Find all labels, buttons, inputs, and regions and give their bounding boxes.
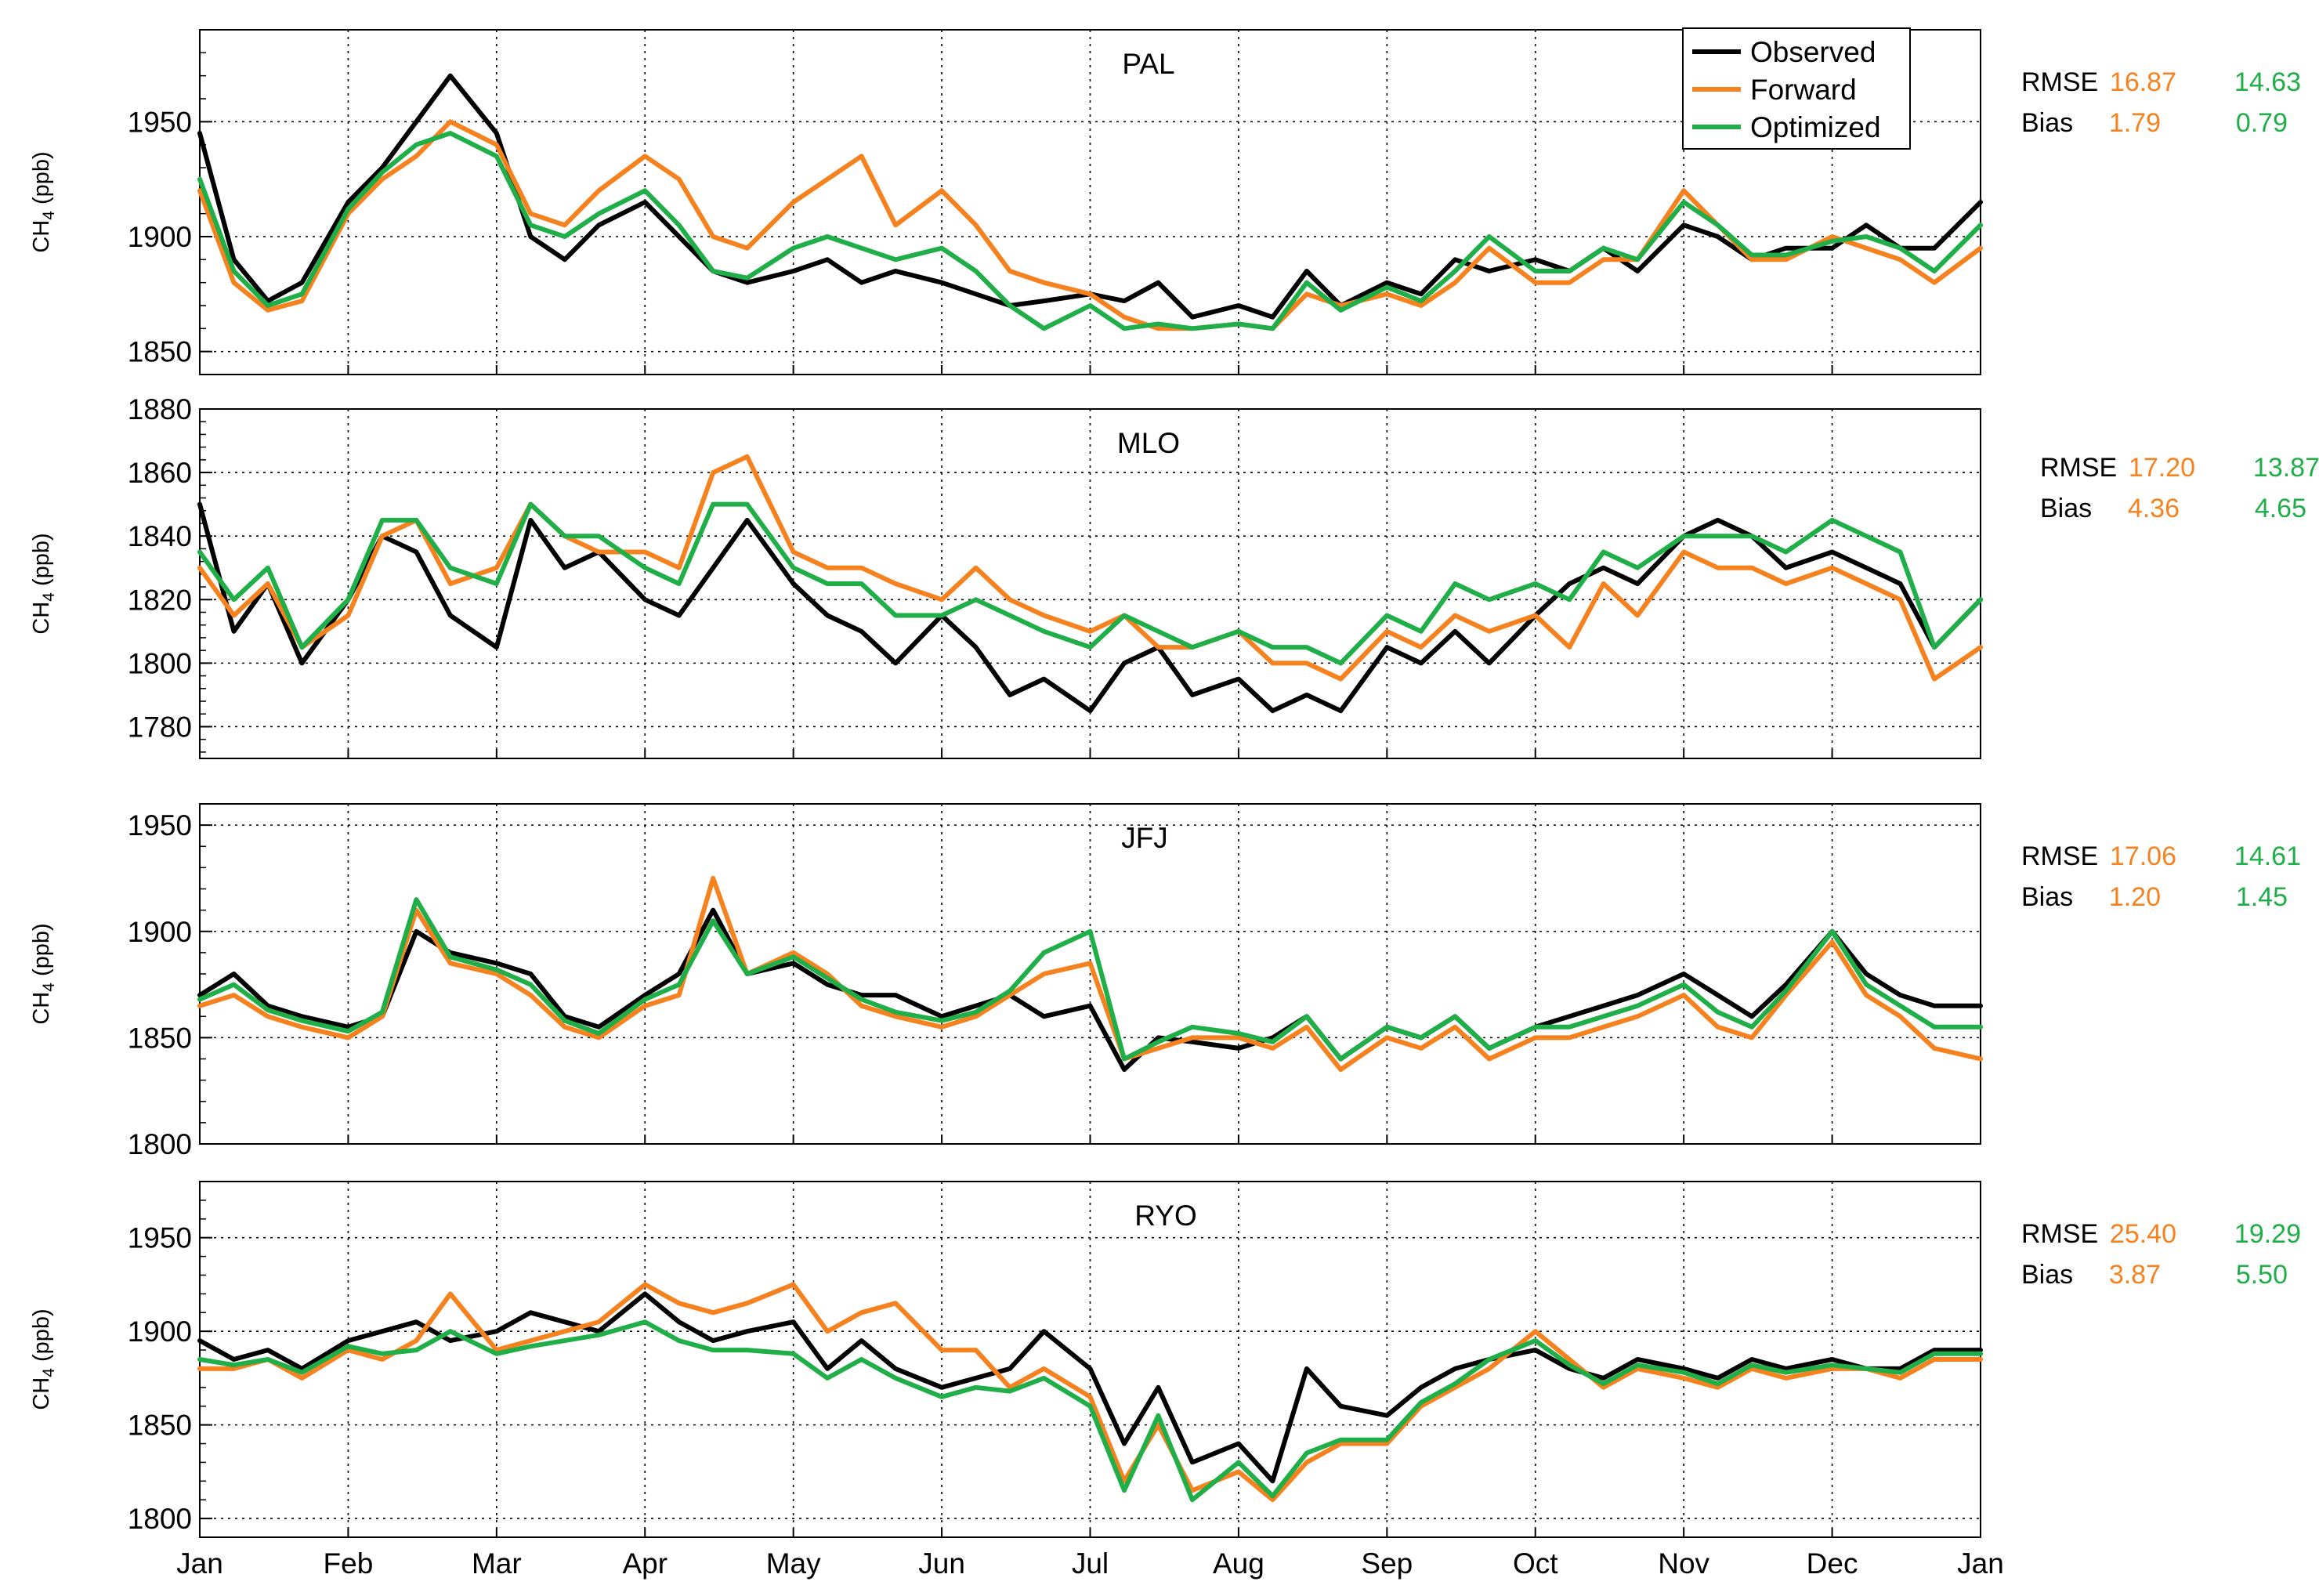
y-tick-label: 1950 — [128, 106, 192, 138]
series-line-observed — [197, 907, 1983, 1073]
rmse-forward-value: 17.06 — [2110, 841, 2176, 871]
y-axis-label: CH4 (ppb) — [29, 533, 58, 634]
legend: Observed Forward Optimized — [1682, 27, 1911, 150]
bias-label: Bias — [2040, 494, 2092, 523]
x-tick-label: Mar — [472, 1547, 522, 1580]
bias-forward-value: 4.36 — [2128, 494, 2180, 523]
y-tick-label: 1800 — [128, 647, 192, 679]
y-axis-label: CH4 (ppb) — [29, 1308, 58, 1410]
series-line-optimized — [197, 131, 1983, 331]
panel-title: JFJ — [1121, 822, 1168, 854]
x-tick-label: Nov — [1658, 1547, 1709, 1580]
series-line-optimized — [197, 501, 1983, 666]
x-tick-label: Oct — [1513, 1547, 1558, 1580]
rmse-optimized-value: 14.63 — [2234, 67, 2301, 97]
bias-optimized-value: 0.79 — [2236, 108, 2288, 138]
series-line-forward — [197, 875, 1983, 1073]
rmse-label: RMSE — [2040, 453, 2117, 483]
y-tick-label: 1840 — [128, 520, 192, 552]
y-axis-label: CH4 (ppb) — [29, 923, 58, 1024]
legend-label-forward: Forward — [1750, 74, 1857, 106]
series-line-optimized — [197, 1319, 1983, 1503]
series-line-observed — [197, 1291, 1983, 1484]
bias-label: Bias — [2021, 882, 2073, 912]
panel-title: PAL — [1122, 48, 1174, 80]
bias-forward-value: 1.79 — [2109, 108, 2161, 138]
x-tick-label: Apr — [622, 1547, 667, 1580]
rmse-forward-value: 25.40 — [2110, 1219, 2176, 1249]
y-axis-label: CH4 (ppb) — [29, 151, 58, 252]
x-tick-label: Dec — [1807, 1547, 1858, 1580]
y-tick-label: 1850 — [128, 1022, 192, 1054]
panel-title: MLO — [1117, 427, 1180, 459]
y-tick-label: 1900 — [128, 916, 192, 948]
y-tick-label: 1950 — [128, 809, 192, 841]
rmse-label: RMSE — [2021, 1219, 2098, 1249]
y-tick-label: 1880 — [128, 393, 192, 425]
y-tick-label: 1800 — [128, 1128, 192, 1160]
x-tick-label: Jan — [1957, 1547, 2004, 1580]
bias-label: Bias — [2021, 1260, 2073, 1290]
y-tick-label: 1950 — [128, 1222, 192, 1254]
rmse-label: RMSE — [2021, 67, 2098, 97]
rmse-optimized-value: 14.61 — [2234, 841, 2301, 871]
panel-mlo: 1780 1800 1820 1840 1860 1880 CH4 (ppb) MLO RMSE… — [29, 393, 2319, 759]
series-line-optimized — [197, 897, 1983, 1062]
rmse-forward-value: 17.20 — [2129, 453, 2195, 483]
y-tick-label: 1850 — [128, 336, 192, 368]
series-line-forward — [197, 1282, 1983, 1503]
bias-forward-value: 1.20 — [2109, 882, 2161, 912]
panel-ryo: 1800 1850 1900 1950 CH4 (ppb) RYO RMSE 25.40 19.… — [29, 1181, 2301, 1538]
y-tick-label: 1820 — [128, 584, 192, 616]
rmse-forward-value: 16.87 — [2110, 67, 2176, 97]
bias-optimized-value: 5.50 — [2236, 1260, 2288, 1290]
panel-jfj: 1800 1850 1900 1950 CH4 (ppb) JFJ RMSE 17.06 14.… — [29, 803, 2301, 1160]
bias-optimized-value: 1.45 — [2236, 882, 2288, 912]
rmse-label: RMSE — [2021, 841, 2098, 871]
x-tick-label: Jun — [918, 1547, 965, 1580]
y-tick-label: 1900 — [128, 1316, 192, 1348]
bias-label: Bias — [2021, 108, 2073, 138]
y-tick-label: 1850 — [128, 1410, 192, 1442]
x-tick-label: Feb — [324, 1547, 374, 1580]
rmse-optimized-value: 19.29 — [2234, 1219, 2301, 1249]
legend-label-observed: Observed — [1750, 36, 1876, 68]
x-tick-label: Aug — [1213, 1547, 1264, 1580]
x-tick-label: Jul — [1072, 1547, 1109, 1580]
rmse-optimized-value: 13.87 — [2253, 453, 2319, 483]
panel-pal: 1850 1900 1950 CH4 (ppb) PAL RMSE 16.87 14.63 Bi… — [29, 29, 2301, 375]
x-tick-label: May — [766, 1547, 821, 1580]
panel-title: RYO — [1134, 1200, 1197, 1232]
y-tick-label: 1860 — [128, 457, 192, 489]
series-line-forward — [197, 119, 1983, 331]
bias-forward-value: 3.87 — [2109, 1260, 2161, 1290]
x-tick-label: Sep — [1361, 1547, 1413, 1580]
legend-label-optimized: Optimized — [1750, 111, 1881, 143]
y-tick-label: 1900 — [128, 221, 192, 253]
bias-optimized-value: 4.65 — [2255, 494, 2306, 523]
series-line-forward — [197, 454, 1983, 682]
x-tick-label: Jan — [176, 1547, 223, 1580]
y-tick-label: 1800 — [128, 1503, 192, 1535]
y-tick-label: 1780 — [128, 711, 192, 743]
